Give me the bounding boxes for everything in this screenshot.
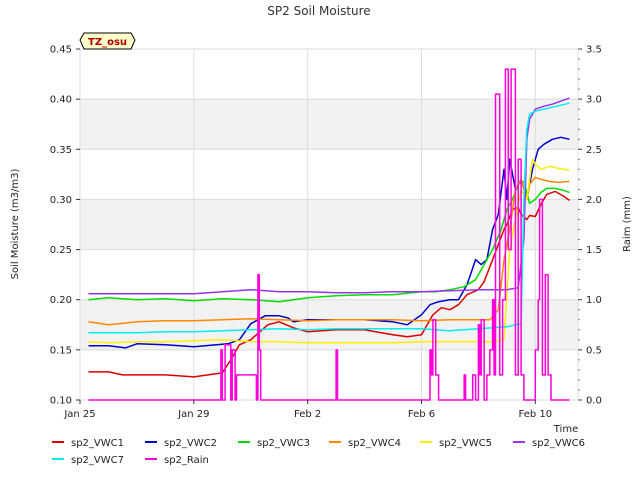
series-line-sp2-vwc5 <box>88 158 570 344</box>
series-line-sp2-vwc1 <box>88 190 570 378</box>
y-axis-left: 0.10 0.15 0.20 0.25 0.30 0.35 0.40 0.45 <box>50 45 80 407</box>
x-tick-label: Jan 25 <box>63 409 95 420</box>
y-tick-label: 0.10 <box>50 396 72 407</box>
y2-axis-label: Raim (mm) <box>622 196 633 252</box>
legend-label: sp2_VWC6 <box>532 438 585 449</box>
x-tick-label: Feb 10 <box>519 409 553 420</box>
y2-tick-label: 3.0 <box>586 95 602 106</box>
legend-item: sp2_VWC5 <box>420 438 492 449</box>
y-tick-label: 0.15 <box>50 345 72 356</box>
y2-tick-label: 3.5 <box>586 45 602 56</box>
legend-item: sp2_Rain <box>145 455 209 466</box>
y-tick-label: 0.25 <box>50 245 72 256</box>
legend-item: sp2_VWC1 <box>52 438 124 449</box>
plot-band <box>80 99 578 150</box>
x-tick-label: Jan 29 <box>177 409 209 420</box>
y-axis-right: 0.0 0.5 1.0 1.5 2.0 2.5 3.0 3.5 <box>578 45 602 407</box>
legend-item: sp2_VWC6 <box>513 438 585 449</box>
y-tick-label: 0.20 <box>50 295 72 306</box>
legend-label: sp2_VWC4 <box>348 438 401 449</box>
site-badge-text: TZ_osu <box>88 37 127 48</box>
y-tick-label: 0.45 <box>50 45 72 56</box>
series-line-sp2-rain <box>88 68 570 401</box>
y-tick-label: 0.35 <box>50 145 72 156</box>
series-lines <box>88 68 570 401</box>
chart-title: SP2 Soil Moisture <box>267 4 370 18</box>
x-axis: Jan 25 Jan 29 Feb 2 Feb 6 Feb 10 <box>63 400 552 420</box>
site-badge: TZ_osu <box>79 32 136 50</box>
legend-label: sp2_VWC2 <box>164 438 217 449</box>
y2-tick-label: 2.0 <box>586 195 602 206</box>
legend-item: sp2_VWC7 <box>52 455 124 466</box>
series-line-sp2-vwc3 <box>88 180 570 303</box>
y2-tick-label: 1.0 <box>586 295 602 306</box>
y2-tick-label: 0.0 <box>586 396 602 407</box>
y-tick-label: 0.40 <box>50 95 72 106</box>
x-tick-label: Feb 2 <box>294 409 321 420</box>
x-axis-label: Time <box>553 424 578 435</box>
legend-label: sp2_Rain <box>164 455 209 466</box>
series-line-sp2-vwc7 <box>88 102 570 334</box>
legend-label: sp2_VWC3 <box>257 438 310 449</box>
legend-item: sp2_VWC4 <box>329 438 401 449</box>
legend-label: sp2_VWC7 <box>71 455 124 466</box>
legend-label: sp2_VWC1 <box>71 438 124 449</box>
y-axis-label: Soil Moisture (m3/m3) <box>10 169 21 280</box>
legend-label: sp2_VWC5 <box>439 438 492 449</box>
legend-item: sp2_VWC3 <box>238 438 310 449</box>
y2-tick-label: 0.5 <box>586 345 602 356</box>
legend-item: sp2_VWC2 <box>145 438 217 449</box>
y2-tick-label: 2.5 <box>586 145 602 156</box>
x-tick-label: Feb 6 <box>408 409 435 420</box>
series-line-sp2-vwc4 <box>88 176 570 326</box>
legend: sp2_VWC1 sp2_VWC2 sp2_VWC3 sp2_VWC4 sp2_VWC5… <box>52 438 585 466</box>
y-tick-label: 0.30 <box>50 195 72 206</box>
y2-tick-label: 1.5 <box>586 245 602 256</box>
site-badge-box <box>79 32 136 50</box>
